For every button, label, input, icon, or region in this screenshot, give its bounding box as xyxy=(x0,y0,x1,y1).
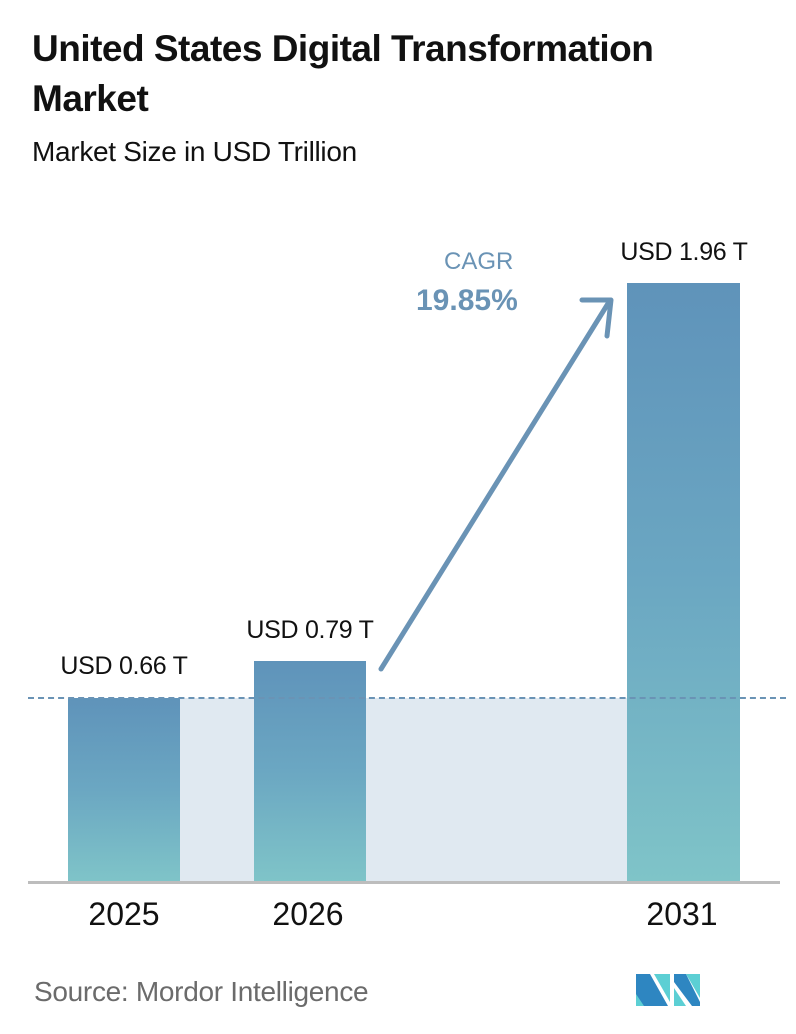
x-tick-2026: 2026 xyxy=(272,896,344,932)
cagr-value: 19.85% xyxy=(416,284,518,317)
bar-2031 xyxy=(627,283,740,882)
bar-value-label-2031: USD 1.96 T xyxy=(620,238,748,266)
x-axis-line xyxy=(28,881,780,884)
source-text: Source: Mordor Intelligence xyxy=(34,976,369,1007)
x-tick-2025: 2025 xyxy=(88,896,160,932)
bar-value-label-2026: USD 0.79 T xyxy=(246,616,374,644)
bar-value-label-2025: USD 0.66 T xyxy=(60,652,188,680)
baseline-dashed-line xyxy=(28,697,786,699)
mordor-intelligence-logo-icon xyxy=(636,974,700,1006)
x-tick-2031: 2031 xyxy=(646,896,718,932)
chart-subtitle: Market Size in USD Trillion xyxy=(32,136,357,167)
bar-2025 xyxy=(68,698,180,882)
chart-title: United States Digital Transformation Mar… xyxy=(32,28,654,119)
cagr-label: CAGR xyxy=(444,248,514,275)
